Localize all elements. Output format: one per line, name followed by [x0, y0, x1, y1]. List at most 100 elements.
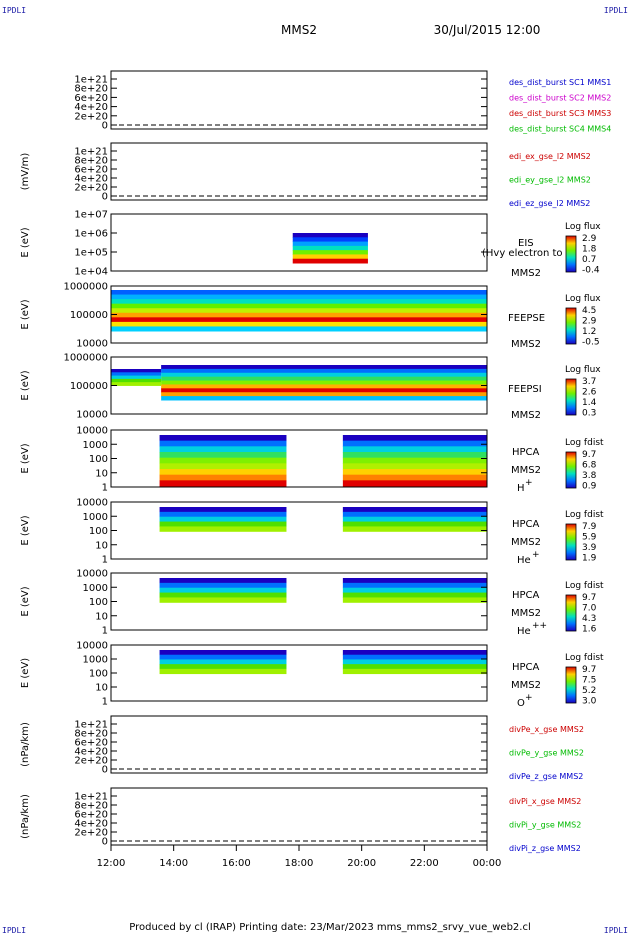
panel-label: FEEPSE	[508, 313, 545, 324]
y-tick-label: 100	[89, 526, 108, 537]
panel-label: MMS2	[511, 537, 541, 548]
spectrogram-band	[161, 384, 487, 389]
spectrogram-band	[342, 654, 487, 660]
spectrogram-band	[342, 446, 487, 453]
y-axis-label: (nPa/km)	[20, 794, 31, 839]
spectrogram-band	[343, 531, 487, 536]
colorbar-title: Log fdist	[565, 581, 604, 591]
y-tick-label: 10	[95, 540, 108, 551]
spectrogram-band	[159, 587, 287, 594]
spectrogram-band	[161, 372, 487, 378]
y-tick-label: 1e+04	[74, 267, 108, 278]
spectrogram-band	[159, 526, 287, 532]
spectrogram-band	[342, 452, 487, 459]
legend-entry: divPi_z_gse MMS2	[509, 844, 581, 853]
colorbar-title: Log fdist	[565, 510, 604, 520]
page-title: MMS2	[281, 23, 317, 37]
y-tick-label: 100	[89, 597, 108, 608]
colorbar	[565, 594, 577, 632]
spectrogram-band	[342, 597, 487, 603]
spectrogram-band	[111, 378, 162, 383]
y-tick-label: 6e+20	[74, 93, 108, 104]
spectrogram-band	[159, 446, 287, 453]
panel-label: HPCA	[512, 447, 540, 458]
y-tick-label: 10000	[76, 641, 108, 652]
spectrogram-band	[159, 664, 287, 670]
panel-label: EIS	[518, 238, 534, 249]
spectrogram-band	[161, 376, 487, 382]
spectrogram-band	[161, 388, 487, 393]
colorbar-tick-label: 5.2	[582, 686, 596, 696]
corner-label-tl: IPDLI	[2, 6, 26, 15]
spectrogram-band	[343, 607, 487, 612]
spectrogram-band	[342, 457, 487, 464]
spectrogram-band	[159, 480, 287, 487]
spectrogram-band	[159, 457, 287, 464]
footer-text: Produced by cl (IRAP) Printing date: 23/…	[129, 922, 530, 933]
x-tick-label: 14:00	[159, 858, 188, 869]
colorbar-tick-label: 5.9	[582, 533, 597, 543]
spectrogram-band	[159, 521, 287, 527]
y-tick-label: 10	[95, 468, 108, 479]
legend-entry: edi_ex_gse_l2 MMS2	[509, 152, 591, 161]
y-tick-label: 2e+20	[74, 183, 108, 194]
spectrogram-band	[342, 650, 487, 656]
y-axis-label: E (eV)	[20, 658, 31, 688]
colorbar-tick-label: 1.9	[582, 554, 597, 564]
spectrogram-band	[292, 241, 368, 247]
spectrogram-band	[160, 607, 287, 612]
y-tick-label: 4e+20	[74, 174, 108, 185]
spectrogram-band	[159, 435, 287, 442]
spectrogram-band	[159, 463, 287, 470]
y-axis-label: E (eV)	[20, 227, 31, 257]
colorbar-tick-label: 2.6	[582, 388, 597, 398]
spectrogram-band	[111, 326, 487, 332]
x-tick-label: 16:00	[222, 858, 251, 869]
spectrogram-band	[160, 678, 287, 683]
species-label: He	[517, 626, 531, 637]
spectrogram-band	[160, 536, 287, 541]
corner-label-bl: IPDLI	[2, 926, 26, 934]
panel-label: MMS2	[511, 268, 541, 279]
colorbar-tick-label: 1.2	[582, 327, 596, 337]
spectrogram-band	[111, 308, 487, 314]
species-charge: +	[525, 693, 533, 703]
spectrogram-band	[292, 233, 368, 238]
colorbar-tick-label: 7.0	[582, 604, 597, 614]
colorbar-title: Log flux	[565, 365, 601, 375]
spectrogram-band	[342, 521, 487, 527]
colorbar-title: Log fdist	[565, 653, 604, 663]
spectrogram-band	[342, 469, 487, 476]
y-tick-label: 1e+21	[74, 147, 108, 158]
spectrogram-band	[342, 587, 487, 594]
species-label: He	[517, 555, 531, 566]
y-tick-label: 0	[102, 121, 108, 132]
colorbar-tick-label: 1.8	[582, 245, 597, 255]
species-charge: ++	[532, 621, 547, 631]
y-tick-label: 1000000	[63, 353, 108, 364]
colorbar-title: Log fdist	[565, 438, 604, 448]
legend-entry: edi_ez_gse_l2 MMS2	[509, 199, 590, 208]
y-tick-label: 1e+21	[74, 720, 108, 731]
page-datetime: 30/Jul/2015 12:00	[434, 23, 541, 37]
colorbar	[565, 451, 577, 489]
spectrogram-band	[159, 592, 287, 598]
legend-entry: des_dist_burst SC3 MMS3	[509, 109, 611, 118]
panel-label: MMS2	[511, 339, 541, 350]
colorbar-tick-label: 0.9	[582, 482, 597, 492]
colorbar-tick-label: 6.8	[582, 461, 597, 471]
y-tick-label: 1	[102, 697, 108, 708]
y-tick-label: 2e+20	[74, 756, 108, 767]
y-tick-label: 1000	[83, 655, 108, 666]
spectrogram-band	[343, 602, 487, 607]
spectrogram-band	[159, 452, 287, 459]
spectrogram-band	[111, 290, 487, 296]
y-tick-label: 4e+20	[74, 747, 108, 758]
spectrogram-band	[161, 396, 487, 401]
spectrogram-band	[111, 369, 162, 373]
colorbar-tick-label: 4.5	[582, 306, 596, 316]
y-tick-label: 1	[102, 626, 108, 637]
spectrogram-band	[159, 507, 287, 513]
y-tick-label: 0	[102, 837, 108, 848]
colorbar-tick-label: 0.3	[582, 409, 596, 419]
